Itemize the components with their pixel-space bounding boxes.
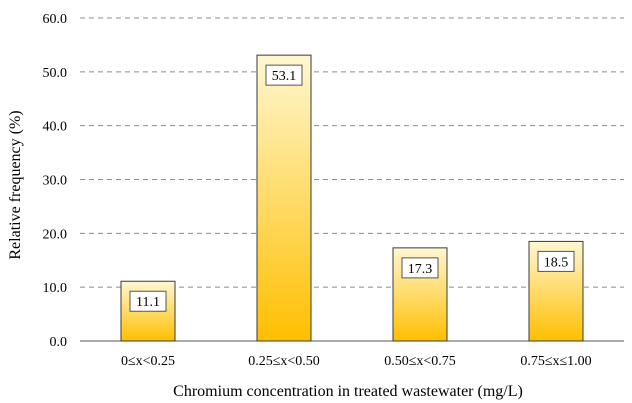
y-tick-label: 10.0 xyxy=(43,281,68,296)
y-tick-labels: 0.0 10.0 20.0 30.0 40.0 50.0 60.0 xyxy=(43,12,68,350)
x-axis-title: Chromium concentration in treated wastew… xyxy=(173,383,523,400)
x-tick-label: 0.50≤x<0.75 xyxy=(384,354,456,369)
data-label: 18.5 xyxy=(544,255,569,270)
y-tick-label: 40.0 xyxy=(43,120,68,135)
y-tick-label: 20.0 xyxy=(43,227,68,242)
data-label-box xyxy=(129,290,167,312)
data-label: 11.1 xyxy=(136,295,160,310)
data-label-box xyxy=(265,64,303,86)
y-tick-label: 50.0 xyxy=(43,66,68,81)
y-tick-label: 30.0 xyxy=(43,174,68,189)
data-label-box xyxy=(401,257,439,279)
x-tick-label: 0.75≤x≤1.00 xyxy=(520,354,591,369)
x-tick-labels: 0≤x<0.25 0.25≤x<0.50 0.50≤x<0.75 0.75≤x≤1.0… xyxy=(121,354,592,369)
data-label: 53.1 xyxy=(272,69,297,84)
x-tick-label: 0.25≤x<0.50 xyxy=(248,354,320,369)
bar xyxy=(256,54,312,342)
y-axis-title: Relative frequency (%) xyxy=(7,110,24,259)
data-label-box xyxy=(537,250,575,272)
data-label: 17.3 xyxy=(408,262,433,277)
bars: 11.1 53.1 17.3 18.5 xyxy=(120,54,584,342)
y-tick-label: 60.0 xyxy=(43,12,68,27)
x-tick-label: 0≤x<0.25 xyxy=(121,354,175,369)
y-tick-label: 0.0 xyxy=(50,335,68,350)
